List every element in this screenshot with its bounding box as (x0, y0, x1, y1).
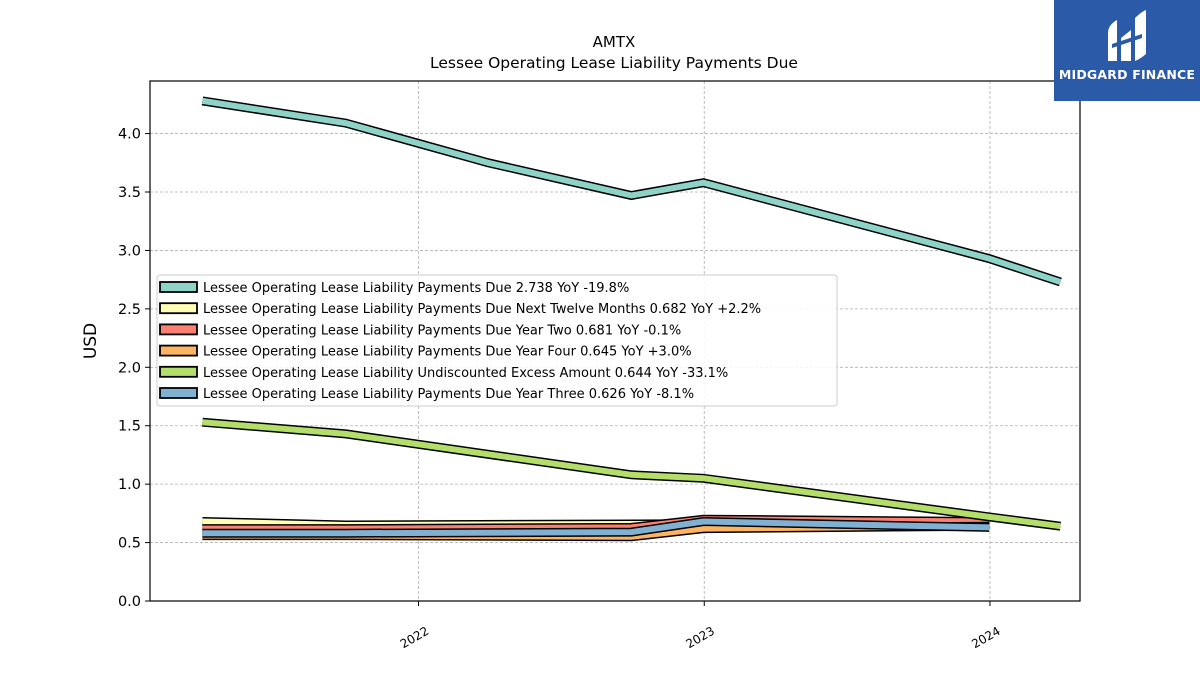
y-tick-label: 3.5 (118, 185, 141, 201)
y-tick-label: 2.0 (118, 360, 141, 376)
series-line-4 (202, 417, 1061, 531)
series-line-core (202, 518, 990, 537)
x-tick-label: 2023 (684, 624, 717, 651)
y-tick-label: 2.5 (118, 302, 141, 318)
y-axis-label: USD (81, 323, 101, 359)
y-tick-label: 1.0 (118, 477, 141, 493)
legend-label: Lessee Operating Lease Liability Payment… (203, 302, 761, 317)
series-line-5 (202, 516, 990, 538)
x-tick-label: 2024 (969, 624, 1002, 651)
legend-label: Lessee Operating Lease Liability Payment… (203, 345, 692, 360)
legend-box (156, 274, 838, 407)
y-tick-label: 0.0 (118, 594, 141, 610)
chart-subtitle: Lessee Operating Lease Liability Payment… (430, 54, 798, 72)
series-line-0 (201, 96, 1062, 287)
legend: Lessee Operating Lease Liability Payment… (156, 274, 838, 407)
series-lines (201, 96, 1062, 542)
series-line-outline (201, 96, 1062, 287)
legend-label: Lessee Operating Lease Liability Payment… (203, 387, 694, 402)
legend-label: Lessee Operating Lease Liability Payment… (203, 323, 681, 338)
y-tick-label: 3.0 (118, 243, 141, 259)
legend-label: Lessee Operating Lease Liability Payment… (203, 281, 629, 296)
chart-title: AMTX (593, 33, 636, 51)
logo-mark-icon (1108, 10, 1146, 61)
brand-name: MIDGARD FINANCE (1058, 67, 1196, 82)
y-tick-label: 0.5 (118, 536, 141, 552)
plot-frame (149, 80, 1081, 602)
y-tick-label: 4.0 (118, 127, 141, 143)
y-tick-label: 1.5 (118, 419, 141, 435)
legend-swatch (159, 302, 198, 315)
brand-logo: MIDGARD FINANCE (1054, 0, 1200, 101)
series-line-core (202, 419, 1061, 530)
x-tick-label: 2022 (398, 624, 431, 651)
legend-swatch (159, 323, 198, 336)
legend-label: Lessee Operating Lease Liability Undisco… (203, 366, 728, 381)
legend-swatch (159, 281, 198, 293)
legend-swatch (159, 387, 198, 399)
legend-swatch (159, 365, 198, 378)
legend-swatch (159, 344, 198, 357)
series-line-core (201, 97, 1062, 285)
